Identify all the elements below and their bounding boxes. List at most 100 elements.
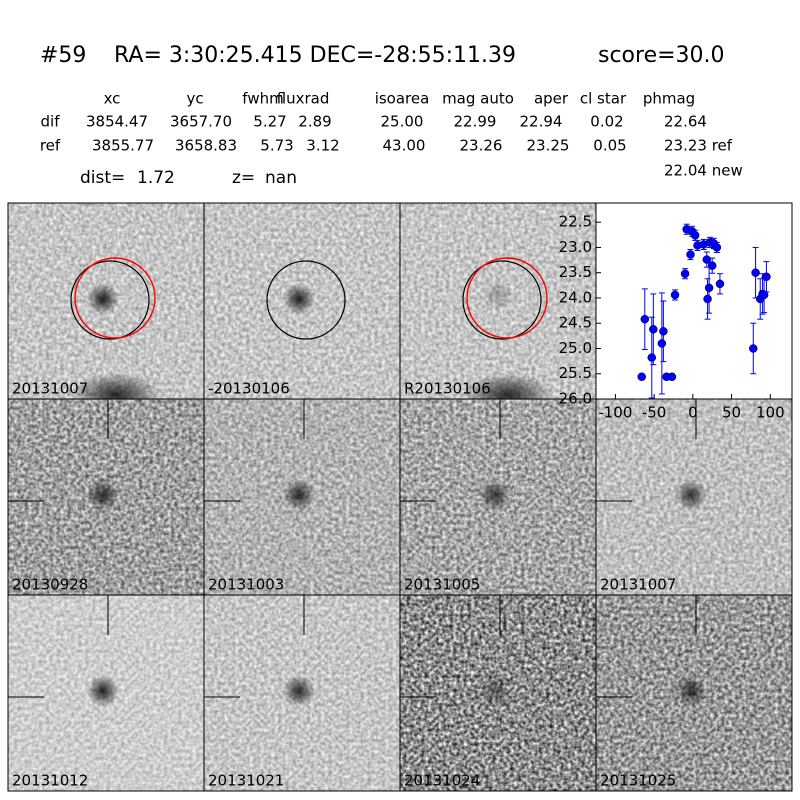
row-label: dif xyxy=(41,113,61,131)
image-panel: R20130106 xyxy=(399,202,597,417)
table-cell: 23.23 ref xyxy=(664,137,733,155)
column-header: cl star xyxy=(580,90,627,108)
source xyxy=(479,479,511,511)
aperture xyxy=(266,260,346,340)
table-cell: 23.26 xyxy=(460,137,503,155)
image-panel: 20130928 xyxy=(7,398,205,596)
coordinates: RA= 3:30:25.415 DEC=-28:55:11.39 xyxy=(114,43,516,68)
table-cell: 3854.47 xyxy=(86,113,148,131)
point xyxy=(637,372,646,382)
source xyxy=(479,675,511,707)
source xyxy=(283,479,315,511)
image-panel: 20131007 xyxy=(595,398,793,596)
x-tick-label: -100 xyxy=(598,404,632,422)
point xyxy=(640,314,650,324)
aperture-ref xyxy=(466,257,548,339)
point xyxy=(657,339,667,348)
y-tick-label: 23.0 xyxy=(559,238,592,256)
x-tick-label: -50 xyxy=(642,404,667,422)
point xyxy=(670,290,680,300)
column-header: xc xyxy=(104,90,121,108)
panel-label: 20131024 xyxy=(404,772,480,790)
panel-border xyxy=(595,594,793,792)
image-panel: 20131012 xyxy=(7,594,205,792)
point xyxy=(680,269,690,278)
column-header: fwhm xyxy=(242,90,283,108)
y-tick-label: 23.5 xyxy=(559,263,592,281)
table-cell: 3658.83 xyxy=(175,137,237,155)
point xyxy=(647,353,657,362)
point xyxy=(707,261,717,270)
image-panel: 20131003 xyxy=(203,398,401,596)
point xyxy=(749,344,758,353)
panel-label: 20131007 xyxy=(600,576,676,594)
aperture-ref xyxy=(74,257,156,339)
aperture xyxy=(462,260,542,340)
point xyxy=(703,294,712,304)
point xyxy=(690,231,700,240)
aperture xyxy=(70,260,150,340)
point xyxy=(704,283,714,293)
image-panel: 20131025 xyxy=(595,594,793,792)
source xyxy=(87,675,119,707)
source xyxy=(283,675,315,707)
table-cell: 23.25 xyxy=(527,137,570,155)
column-header: isoarea xyxy=(375,90,430,108)
y-tick-label: 25.5 xyxy=(559,364,592,382)
x-tick-label: 0 xyxy=(688,404,698,422)
x-tick-label: 50 xyxy=(722,404,741,422)
point xyxy=(649,325,658,334)
source xyxy=(675,479,707,511)
object-id: #59 xyxy=(40,43,86,68)
column-header: phmag xyxy=(643,90,695,108)
dist-value: 1.72 xyxy=(137,168,175,188)
panel-label: 20131021 xyxy=(208,772,284,790)
image-panel: 20131021 xyxy=(203,594,401,792)
source xyxy=(482,279,514,311)
point xyxy=(715,279,725,289)
score: score=30.0 xyxy=(598,43,725,68)
column-header: fluxrad xyxy=(277,90,330,108)
table-cell: 22.64 xyxy=(664,113,707,131)
table-cell: 3657.70 xyxy=(170,113,232,131)
source xyxy=(283,283,315,315)
panel-label: R20130106 xyxy=(404,380,491,398)
table-cell: 43.00 xyxy=(383,137,426,155)
y-tick-label: 26.0 xyxy=(559,390,592,408)
panel-label: 20130928 xyxy=(12,576,88,594)
table-cell: 3855.77 xyxy=(92,137,154,155)
image-panel: -20130106 xyxy=(203,202,401,400)
column-header: yc xyxy=(186,90,203,108)
panel-label: -20130106 xyxy=(208,380,290,398)
table-cell: 22.94 xyxy=(520,113,563,131)
table-cell: 3.12 xyxy=(306,137,339,155)
image-panel: 20131007 xyxy=(7,202,205,417)
y-tick-label: 25.0 xyxy=(559,339,592,357)
table-cell: 0.02 xyxy=(590,113,623,131)
panel-label: 20131012 xyxy=(12,772,88,790)
table-cell: 25.00 xyxy=(381,113,424,131)
point xyxy=(659,327,668,336)
image-panel: 20131005 xyxy=(399,398,597,596)
source xyxy=(87,479,119,511)
point xyxy=(762,272,771,282)
point xyxy=(751,268,760,277)
source xyxy=(675,675,707,707)
point xyxy=(712,243,722,252)
column-header: mag auto xyxy=(442,90,514,108)
y-tick-label: 24.0 xyxy=(559,288,592,306)
table-cell: 22.99 xyxy=(454,113,497,131)
z-value: nan xyxy=(265,168,297,188)
panel-label: 20131007 xyxy=(12,380,88,398)
source xyxy=(87,283,119,315)
panel-label: 20131005 xyxy=(404,576,480,594)
z-label: z= xyxy=(232,168,255,188)
column-header: aper xyxy=(534,90,569,108)
point xyxy=(759,290,769,300)
table-cell: 0.05 xyxy=(593,137,626,155)
table-cell: 2.89 xyxy=(298,113,331,131)
table-cell: 5.27 xyxy=(253,113,286,131)
dist-label: dist= xyxy=(80,168,125,188)
point xyxy=(702,255,712,264)
